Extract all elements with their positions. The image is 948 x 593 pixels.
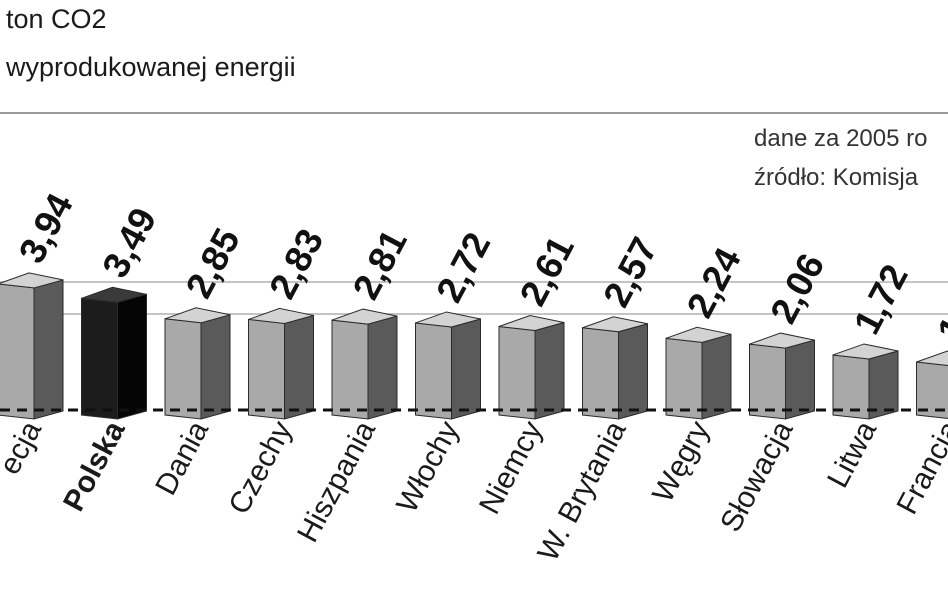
bar-front — [248, 318, 285, 420]
bar-top — [331, 308, 398, 325]
bar-side — [785, 339, 815, 420]
bar-side — [284, 314, 314, 420]
bar-top — [665, 326, 732, 343]
bar-top — [415, 311, 481, 328]
bar-side — [618, 323, 648, 420]
bar-front — [498, 325, 536, 420]
bars — [0, 272, 948, 420]
bar-top — [498, 314, 565, 331]
value-label: 2,81 — [345, 223, 415, 306]
bar — [916, 350, 948, 420]
bar-side — [367, 315, 398, 420]
bar-front — [665, 337, 703, 420]
category-label: Litwa — [821, 416, 883, 494]
value-label: 2,57 — [595, 231, 665, 314]
bar-side — [33, 279, 64, 420]
category-label: Dania — [149, 416, 215, 501]
bar-side — [701, 333, 732, 420]
category-label: W. Brytania — [532, 416, 633, 567]
value-label: 1,5 — [929, 283, 948, 348]
bar-front — [164, 318, 202, 420]
bar-top — [164, 307, 231, 324]
chart-title: ton CO2 — [6, 4, 107, 34]
category-label: ecja — [0, 416, 48, 480]
bar-side — [117, 293, 147, 420]
value-label: 1,72 — [846, 258, 916, 341]
bar-top — [248, 307, 314, 324]
bar — [415, 311, 481, 420]
bar-top — [81, 286, 147, 303]
bar-front — [582, 327, 619, 420]
category-label: Słowacja — [714, 416, 800, 538]
category-label: Włochy — [390, 416, 465, 518]
bar-front — [749, 343, 786, 420]
note-date: dane za 2005 ro — [754, 125, 927, 152]
value-label: 2,72 — [428, 226, 498, 309]
bar-front — [0, 283, 35, 420]
bar — [248, 307, 314, 420]
bar — [749, 332, 815, 420]
value-label: 3,94 — [11, 186, 81, 269]
gridlines — [0, 281, 948, 315]
bar — [81, 286, 147, 420]
value-label: 3,49 — [94, 201, 164, 284]
bar-side — [451, 318, 481, 420]
value-label: 2,06 — [762, 247, 832, 330]
bar-side — [534, 321, 565, 420]
bar — [498, 314, 565, 420]
category-label: Niemcy — [473, 416, 549, 520]
chart-subtitle: wyprodukowanej energii — [5, 52, 296, 82]
bar-top — [832, 343, 899, 360]
bar-top — [0, 272, 64, 289]
bar — [164, 307, 231, 420]
bar-front — [415, 322, 452, 420]
category-label: Francja — [891, 416, 948, 520]
bar-side — [200, 314, 231, 420]
category-label: Węgry — [646, 416, 716, 508]
bar — [665, 326, 732, 420]
bar-front — [81, 297, 118, 420]
category-label: Czechy — [223, 416, 299, 520]
bar — [0, 272, 64, 420]
category-label: Hiszpania — [291, 416, 382, 548]
category-label: Polska — [57, 416, 132, 517]
bar-top — [582, 316, 648, 333]
bar-front — [331, 319, 369, 420]
bar — [331, 308, 398, 420]
note-source: źródło: Komisja — [754, 164, 919, 191]
value-label: 2,83 — [261, 222, 331, 305]
bar-top — [916, 350, 948, 367]
value-label: 2,61 — [512, 229, 582, 312]
value-label: 2,85 — [178, 222, 248, 305]
bar-top — [749, 332, 815, 349]
bar — [832, 343, 899, 420]
bar — [582, 316, 648, 420]
